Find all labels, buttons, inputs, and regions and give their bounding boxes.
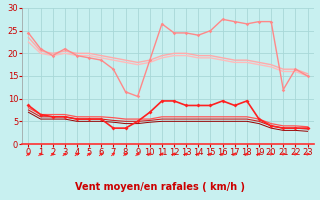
Text: Vent moyen/en rafales ( km/h ): Vent moyen/en rafales ( km/h ) — [75, 182, 245, 192]
